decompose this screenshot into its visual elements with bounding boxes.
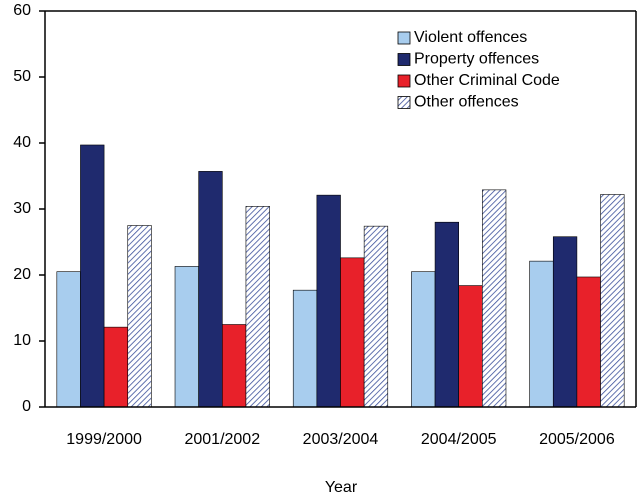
bar [411, 271, 436, 408]
legend-swatch [397, 96, 411, 109]
y-tick-label: 30 [13, 200, 31, 217]
bar [576, 276, 601, 408]
legend-label: Other offences [414, 94, 519, 111]
bar [174, 266, 199, 408]
x-tick-label: 1999/2000 [66, 431, 142, 448]
y-tick-label: 60 [13, 2, 31, 19]
legend-swatch [397, 74, 411, 88]
y-tick-label: 40 [13, 134, 31, 151]
x-tick-label: 2004/2005 [421, 431, 497, 448]
y-tick-label: 10 [13, 332, 31, 349]
bar [552, 236, 578, 408]
x-tick-label: 2005/2006 [539, 431, 615, 448]
y-tick-label: 0 [22, 398, 31, 415]
legend-label: Property offences [414, 51, 539, 68]
bar [127, 225, 152, 408]
bar [222, 324, 247, 408]
legend-swatch [397, 53, 411, 66]
bar [245, 206, 270, 408]
bar [529, 260, 554, 408]
y-tick-label: 50 [13, 68, 31, 85]
bar [482, 189, 507, 408]
bar [56, 271, 81, 408]
legend-label: Violent offences [414, 29, 527, 46]
bar [80, 144, 105, 408]
legend-label: Other Criminal Code [414, 72, 560, 89]
bar [198, 171, 223, 408]
legend-swatch [397, 31, 411, 45]
y-tick-label: 20 [13, 266, 31, 283]
bar [363, 225, 389, 408]
bar [458, 285, 483, 408]
x-axis-title: Year [325, 479, 358, 496]
x-tick-label: 2001/2002 [184, 431, 260, 448]
bar [434, 221, 459, 408]
bar [600, 194, 625, 408]
bar [292, 289, 318, 408]
x-tick-label: 2003/2004 [303, 431, 379, 448]
bar [340, 257, 365, 408]
bar [316, 194, 341, 408]
bar [103, 326, 129, 408]
